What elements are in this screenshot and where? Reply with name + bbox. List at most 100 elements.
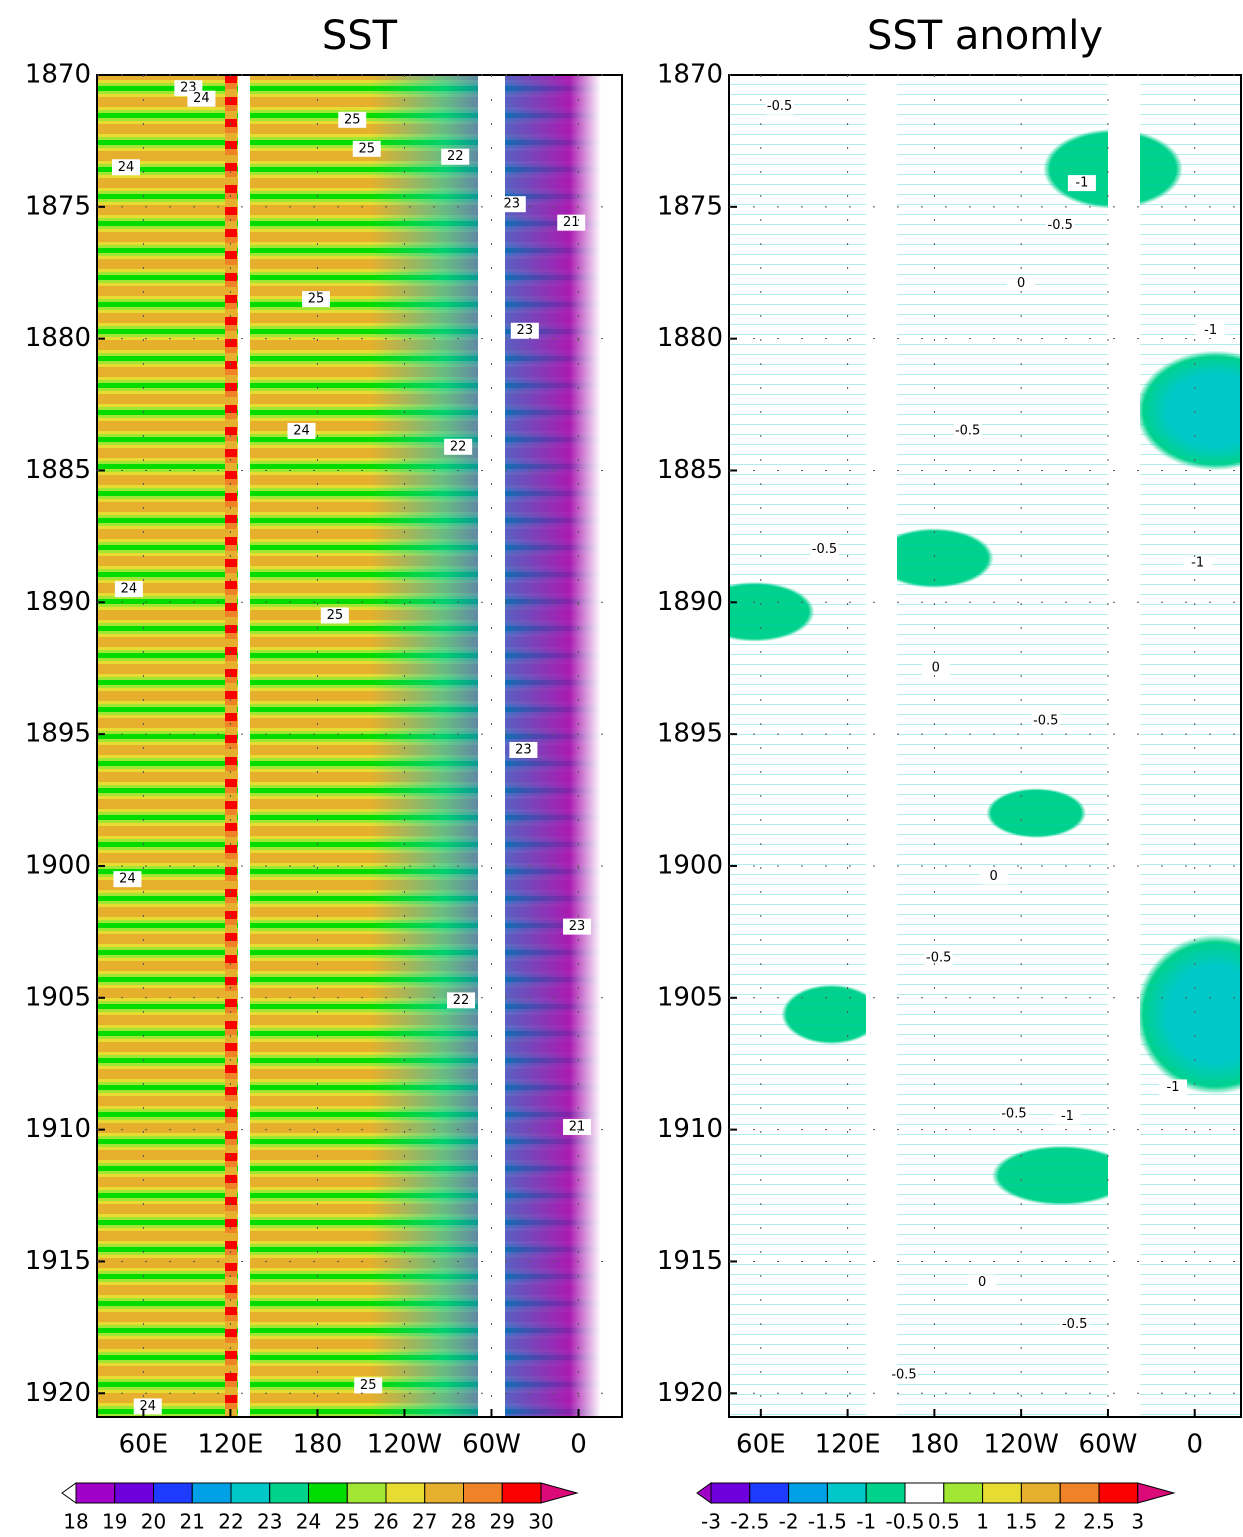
anomaly-field bbox=[729, 75, 1241, 1417]
colorbar-arrow bbox=[61, 1482, 77, 1504]
contour-label-bg bbox=[510, 322, 539, 339]
x-tick-label: 180 bbox=[910, 1430, 960, 1460]
contour-label-bg bbox=[354, 1377, 383, 1394]
contour-label-bg bbox=[113, 871, 142, 888]
contour-label-bg bbox=[968, 1274, 997, 1291]
colorbar-label: 30 bbox=[528, 1510, 553, 1534]
contour-label-bg bbox=[924, 950, 953, 967]
contour-label-bg bbox=[1060, 1316, 1089, 1333]
y-tick-label: 1870 bbox=[25, 60, 91, 90]
colorbar-box bbox=[904, 1482, 945, 1504]
colorbar-arrow bbox=[540, 1482, 579, 1504]
colorbar-label: -1.5 bbox=[808, 1510, 847, 1534]
gap bbox=[866, 75, 897, 1417]
contour-label-bg bbox=[444, 438, 473, 455]
gap bbox=[1108, 75, 1140, 1417]
plot-frame bbox=[728, 74, 1242, 1418]
y-tick-label: 1900 bbox=[657, 850, 723, 880]
contour-label-bg bbox=[114, 581, 143, 598]
colorbar-box bbox=[424, 1482, 464, 1504]
contour-label: 22 bbox=[450, 439, 467, 454]
contour-label-bg bbox=[890, 1366, 919, 1383]
y-tick-label: 1910 bbox=[657, 1114, 723, 1144]
contour-label-bg bbox=[1067, 175, 1096, 192]
contour-label-bg bbox=[979, 868, 1008, 885]
contour-label-bg bbox=[1031, 712, 1060, 729]
colorbar-box bbox=[1059, 1482, 1100, 1504]
contour-label-bg bbox=[1053, 1108, 1082, 1125]
contour-label-bg bbox=[301, 291, 330, 308]
colorbar-box bbox=[191, 1482, 232, 1504]
colorbar-label: 0.5 bbox=[928, 1510, 960, 1534]
colorbar-label: 18 bbox=[63, 1510, 88, 1534]
colorbar-label: 20 bbox=[141, 1510, 166, 1534]
contour-label: -1 bbox=[1204, 323, 1217, 338]
y-tick-label: 1870 bbox=[657, 60, 723, 90]
panel-title: SST bbox=[322, 13, 398, 59]
contour-label: -0.5 bbox=[1001, 1106, 1026, 1121]
colorbar-label: 3 bbox=[1131, 1510, 1144, 1534]
contour-label-bg bbox=[497, 196, 526, 213]
contour-label: -0.5 bbox=[1048, 218, 1073, 233]
y-tick-label: 1890 bbox=[25, 587, 91, 617]
y-tick-label: 1875 bbox=[657, 191, 723, 221]
colorbar-label: 19 bbox=[102, 1510, 127, 1534]
contour-label: 25 bbox=[358, 141, 375, 156]
colorbar-label: 27 bbox=[412, 1510, 437, 1534]
colorbar-label: 25 bbox=[335, 1510, 360, 1534]
contour-label-bg bbox=[133, 1398, 162, 1415]
colorbar-box bbox=[269, 1482, 309, 1504]
panel-title: SST anomly bbox=[867, 13, 1103, 59]
colorbar-label: 26 bbox=[373, 1510, 398, 1534]
contour-label: 24 bbox=[119, 872, 136, 887]
contour-label: 25 bbox=[308, 292, 325, 307]
colorbar-box bbox=[346, 1482, 387, 1504]
colorbar-label: -2.5 bbox=[730, 1510, 769, 1534]
y-tick-label: 1895 bbox=[657, 719, 723, 749]
y-tick-label: 1895 bbox=[25, 719, 91, 749]
contour-label-bg bbox=[187, 90, 216, 107]
contour-label-bg bbox=[563, 1118, 592, 1135]
contour-label: 23 bbox=[515, 742, 532, 757]
contour-label: 0 bbox=[978, 1275, 986, 1290]
colorbar-label: -2 bbox=[779, 1510, 799, 1534]
colorbar-box bbox=[1098, 1482, 1139, 1504]
y-tick-label: 1910 bbox=[25, 1114, 91, 1144]
colorbar-label: 1.5 bbox=[1005, 1510, 1037, 1534]
y-tick-label: 1905 bbox=[657, 982, 723, 1012]
plot-frame bbox=[96, 74, 623, 1418]
colorbar-box bbox=[943, 1482, 984, 1504]
colorbar-label: 21 bbox=[180, 1510, 205, 1534]
contour-label-bg bbox=[921, 660, 950, 677]
y-tick-label: 1875 bbox=[25, 191, 91, 221]
colorbar-label: -3 bbox=[701, 1510, 721, 1534]
contour-label-bg bbox=[953, 422, 982, 439]
contour-label-bg bbox=[287, 422, 316, 439]
contour-label: 21 bbox=[569, 1119, 586, 1134]
contour-label: -1 bbox=[1191, 555, 1204, 570]
colorbar-box bbox=[826, 1482, 867, 1504]
contour-label-bg bbox=[441, 148, 470, 165]
colorbar-label: -1 bbox=[856, 1510, 876, 1534]
sst-warm-column bbox=[225, 75, 237, 1417]
x-tick-label: 60W bbox=[1079, 1430, 1138, 1460]
colorbar-box bbox=[385, 1482, 426, 1504]
x-tick-label: 60E bbox=[736, 1430, 786, 1460]
contour-label: 0 bbox=[990, 869, 998, 884]
contour-label: -0.5 bbox=[1062, 1317, 1087, 1332]
y-tick-label: 1880 bbox=[657, 323, 723, 353]
colorbar-label: 24 bbox=[296, 1510, 321, 1534]
colorbar-label: 2.5 bbox=[1083, 1510, 1115, 1534]
x-tick-label: 180 bbox=[293, 1430, 343, 1460]
y-tick-label: 1915 bbox=[25, 1246, 91, 1276]
contour-label: 21 bbox=[563, 215, 580, 230]
contour-label-bg bbox=[447, 992, 476, 1009]
y-tick-label: 1920 bbox=[25, 1378, 91, 1408]
contour-label-bg bbox=[1183, 554, 1212, 571]
x-tick-label: 120W bbox=[983, 1430, 1058, 1460]
y-tick-label: 1915 bbox=[657, 1246, 723, 1276]
contour-label-bg bbox=[509, 741, 538, 758]
contour-label-bg bbox=[557, 214, 586, 231]
contour-label: 0 bbox=[1017, 276, 1025, 291]
contour-label: -0.5 bbox=[955, 423, 980, 438]
